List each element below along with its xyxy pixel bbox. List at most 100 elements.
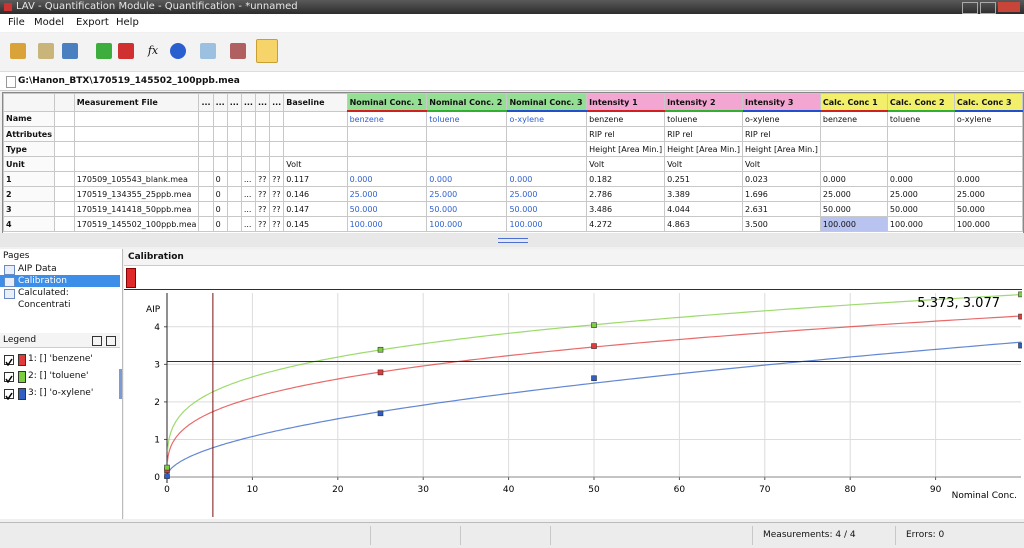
table-cell[interactable]: [255, 127, 269, 142]
legend-item[interactable]: 1: [] 'benzene': [0, 351, 118, 368]
table-row[interactable]: 4170519_145502_100ppb.mea0...????0.14510…: [4, 217, 1023, 232]
column-header[interactable]: Intensity 3: [742, 94, 820, 112]
open-button[interactable]: [10, 43, 26, 59]
minimize-button[interactable]: [962, 2, 978, 14]
table-cell[interactable]: [427, 142, 507, 157]
table-cell[interactable]: ??: [255, 187, 269, 202]
table-cell[interactable]: 0.145: [284, 217, 347, 232]
table-cell[interactable]: o-xylene: [954, 111, 1022, 127]
legend-item[interactable]: 2: [] 'toluene': [0, 368, 118, 385]
table-cell[interactable]: 2.786: [587, 187, 665, 202]
table-cell[interactable]: [227, 127, 241, 142]
table-cell[interactable]: ...: [241, 187, 255, 202]
table-cell[interactable]: 25.000: [427, 187, 507, 202]
table-cell[interactable]: [820, 157, 887, 172]
table-cell[interactable]: 50.000: [954, 202, 1022, 217]
column-header[interactable]: [54, 94, 74, 112]
table-cell[interactable]: [270, 157, 284, 172]
table-cell[interactable]: [199, 187, 213, 202]
column-header[interactable]: Baseline: [284, 94, 347, 112]
row-label[interactable]: Name: [4, 111, 55, 127]
table-cell[interactable]: [427, 157, 507, 172]
table-cell[interactable]: [227, 157, 241, 172]
row-label[interactable]: Attributes: [4, 127, 55, 142]
table-cell[interactable]: 25.000: [820, 187, 887, 202]
table-cell[interactable]: [255, 142, 269, 157]
table-cell[interactable]: 0.146: [284, 187, 347, 202]
table-cell[interactable]: [199, 172, 213, 187]
table-cell[interactable]: [284, 127, 347, 142]
table-cell[interactable]: [954, 142, 1022, 157]
table-cell[interactable]: 1.696: [742, 187, 820, 202]
table-cell[interactable]: [74, 111, 199, 127]
table-cell[interactable]: [954, 127, 1022, 142]
table-row[interactable]: 3170519_141418_50ppb.mea0...????0.14750.…: [4, 202, 1023, 217]
table-cell[interactable]: 100.000: [507, 217, 587, 232]
table-cell[interactable]: 100.000: [954, 217, 1022, 232]
table-cell[interactable]: [227, 172, 241, 187]
legend-checkbox[interactable]: [4, 389, 14, 399]
table-cell[interactable]: 50.000: [347, 202, 427, 217]
table-cell[interactable]: [241, 111, 255, 127]
table-cell[interactable]: 0.000: [820, 172, 887, 187]
table-cell[interactable]: [213, 157, 227, 172]
table-row[interactable]: TypeHeight [Area Min.]Height [Area Min.]…: [4, 142, 1023, 157]
table-cell[interactable]: [199, 111, 213, 127]
table-cell[interactable]: 100.000: [427, 217, 507, 232]
page-item[interactable]: Calibration: [0, 275, 120, 287]
table-cell[interactable]: [954, 157, 1022, 172]
table-cell[interactable]: [887, 157, 954, 172]
column-header[interactable]: Nominal Conc. 1: [347, 94, 427, 112]
page-item[interactable]: AIP Data: [0, 263, 120, 275]
table-cell[interactable]: [887, 127, 954, 142]
table-row[interactable]: Namebenzenetolueneo-xylenebenzenetoluene…: [4, 111, 1023, 127]
table-cell[interactable]: [213, 127, 227, 142]
maximize-button[interactable]: [980, 2, 996, 14]
table-cell[interactable]: Volt: [742, 157, 820, 172]
table-cell[interactable]: [347, 127, 427, 142]
table-cell[interactable]: [54, 111, 74, 127]
table-cell[interactable]: 3.389: [665, 187, 743, 202]
table-row[interactable]: 2170519_134355_25ppb.mea0...????0.14625.…: [4, 187, 1023, 202]
scrollbar[interactable]: [119, 369, 122, 399]
menu-item[interactable]: Export: [76, 14, 109, 32]
table-cell[interactable]: 0: [213, 217, 227, 232]
table-cell[interactable]: 170509_105543_blank.mea: [74, 172, 199, 187]
add-button[interactable]: [96, 43, 112, 59]
column-header[interactable]: Nominal Conc. 3: [507, 94, 587, 112]
table-cell[interactable]: [54, 187, 74, 202]
splitter[interactable]: [0, 233, 1024, 247]
table-cell[interactable]: RIP rel: [587, 127, 665, 142]
table-cell[interactable]: Height [Area Min.]: [665, 142, 743, 157]
table-cell[interactable]: Height [Area Min.]: [742, 142, 820, 157]
table-cell[interactable]: benzene: [820, 111, 887, 127]
table-cell[interactable]: [199, 157, 213, 172]
legend-toggle[interactable]: [106, 336, 116, 346]
table-cell[interactable]: [270, 111, 284, 127]
table-cell[interactable]: 100.000: [820, 217, 887, 232]
column-header[interactable]: ...: [213, 94, 227, 112]
table-cell[interactable]: ??: [270, 187, 284, 202]
table-row[interactable]: UnitVoltVoltVoltVolt: [4, 157, 1023, 172]
table-cell[interactable]: ??: [255, 217, 269, 232]
run-button[interactable]: [256, 39, 278, 63]
table-cell[interactable]: toluene: [887, 111, 954, 127]
table-cell[interactable]: 0.000: [954, 172, 1022, 187]
table-cell[interactable]: [199, 202, 213, 217]
table-cell[interactable]: 4.272: [587, 217, 665, 232]
table-cell[interactable]: [284, 111, 347, 127]
table-cell[interactable]: 170519_134355_25ppb.mea: [74, 187, 199, 202]
column-header[interactable]: Calc. Conc 1: [820, 94, 887, 112]
table-cell[interactable]: 0.023: [742, 172, 820, 187]
table-cell[interactable]: [255, 111, 269, 127]
table-cell[interactable]: [74, 127, 199, 142]
menu-item[interactable]: File: [8, 14, 25, 32]
row-label[interactable]: 4: [4, 217, 55, 232]
table-cell[interactable]: [820, 127, 887, 142]
table-cell[interactable]: [54, 142, 74, 157]
table-cell[interactable]: o-xylene: [507, 111, 587, 127]
table-cell[interactable]: [227, 187, 241, 202]
table-cell[interactable]: 4.044: [665, 202, 743, 217]
column-header[interactable]: ...: [270, 94, 284, 112]
table-cell[interactable]: [347, 142, 427, 157]
